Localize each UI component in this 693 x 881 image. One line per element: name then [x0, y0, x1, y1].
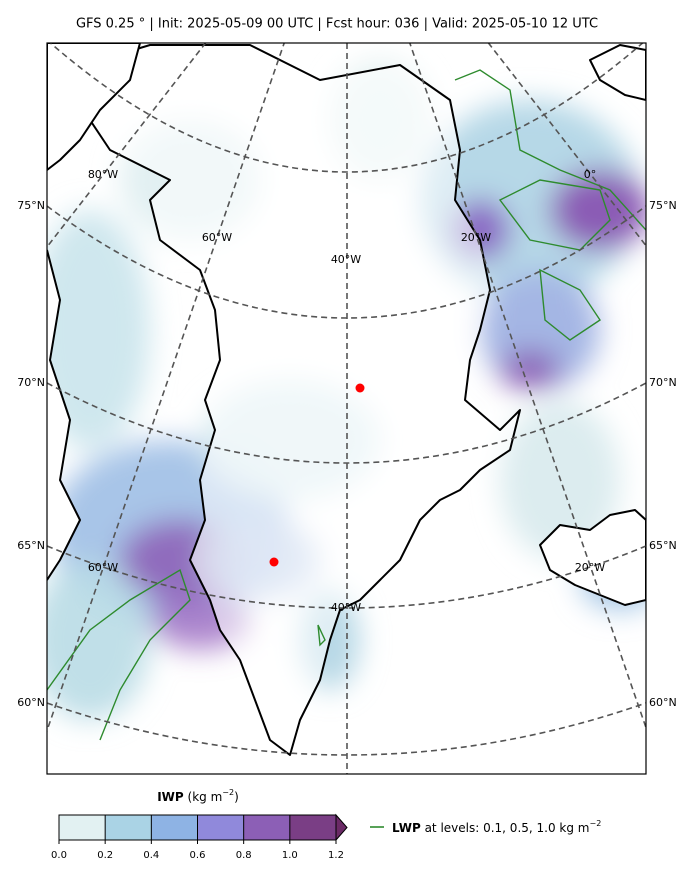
title: GFS 0.25 ° | Init: 2025-05-09 00 UTC | F… — [76, 17, 598, 32]
lat-label: 60°N — [649, 696, 677, 709]
colorbar-segment — [197, 815, 244, 840]
colorbar-exponent: −2 — [222, 788, 234, 797]
lon-label: 80°W — [88, 168, 118, 181]
lat-label: 75°N — [17, 199, 45, 212]
legend-desc: at levels: 0.1, 0.5, 1.0 kg m — [425, 821, 590, 835]
svalbard — [589, 44, 646, 101]
meridian — [408, 43, 646, 731]
lon-label: 40°W — [331, 253, 361, 266]
lat-label: 60°N — [17, 696, 45, 709]
baffin — [47, 249, 81, 581]
meridian — [47, 43, 207, 249]
lon-label: 20°W — [461, 231, 491, 244]
colorbar-segment — [243, 815, 290, 840]
marker — [355, 383, 365, 393]
lon-label: 40°W — [331, 601, 361, 614]
lat-label: 70°N — [17, 376, 45, 389]
lat-label: 70°N — [649, 376, 677, 389]
lon-label: 0° — [584, 168, 597, 181]
colorbar-tick-label: 0.2 — [97, 850, 113, 861]
lon-label: 20°W — [575, 561, 605, 574]
lon-label: 60°W — [88, 561, 118, 574]
colorbar-extend — [335, 813, 348, 842]
colorbar-tick-label: 0.6 — [190, 850, 206, 861]
meridian — [487, 43, 646, 247]
colorbar-label: IWP (kg m−2) — [157, 788, 239, 804]
lon-label: 60°W — [202, 231, 232, 244]
marker — [269, 557, 279, 567]
colorbar-name: IWP — [157, 790, 184, 804]
colorbar: 0.0 0.2 0.4 0.6 0.8 1.0 1.2 — [51, 813, 348, 861]
colorbar-tick-label: 1.2 — [328, 850, 344, 861]
lat-label: 75°N — [649, 199, 677, 212]
colorbar-tick-label: 0.4 — [143, 850, 159, 861]
parallel — [49, 43, 644, 173]
greenland — [69, 44, 521, 756]
legend-exponent: −2 — [590, 819, 602, 828]
colorbar-tick-label: 0.0 — [51, 850, 67, 861]
legend-name: LWP — [392, 821, 421, 835]
colorbar-segment — [289, 815, 336, 840]
lwp-contours — [47, 69, 646, 741]
map — [47, 43, 646, 774]
colorbar-segment — [59, 815, 106, 840]
lat-label: 65°N — [17, 539, 45, 552]
map-frame — [46, 42, 647, 775]
meridian — [47, 43, 286, 733]
colorbar-unit: (kg m — [188, 790, 223, 804]
lat-label: 65°N — [649, 539, 677, 552]
colorbar-close: ) — [234, 790, 239, 804]
colorbar-segment — [151, 815, 198, 840]
iceland — [539, 509, 646, 606]
legend-text: LWP at levels: 0.1, 0.5, 1.0 kg m−2 — [392, 819, 601, 835]
colorbar-segment — [105, 815, 152, 840]
ellesmere — [47, 43, 141, 171]
colorbar-tick-label: 0.8 — [236, 850, 252, 861]
colorbar-tick-label: 1.0 — [282, 850, 298, 861]
